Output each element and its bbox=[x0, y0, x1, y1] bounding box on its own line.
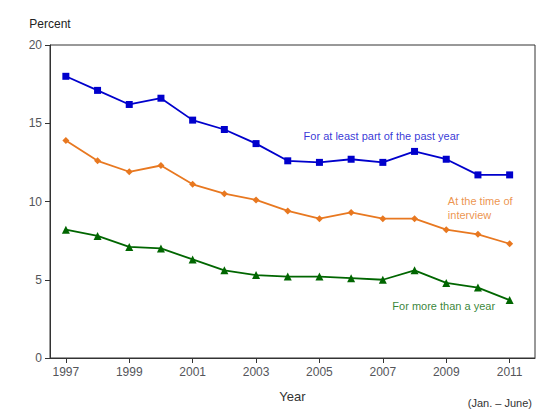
svg-text:Percent: Percent bbox=[29, 17, 71, 31]
svg-text:2009: 2009 bbox=[433, 365, 460, 379]
svg-text:(Jan. – June): (Jan. – June) bbox=[468, 397, 532, 409]
svg-text:2007: 2007 bbox=[369, 365, 396, 379]
svg-text:Year: Year bbox=[279, 389, 306, 404]
svg-text:5: 5 bbox=[35, 273, 42, 287]
svg-text:For at least part of the past: For at least part of the past year bbox=[304, 130, 460, 142]
svg-text:At the time of: At the time of bbox=[448, 195, 514, 207]
svg-text:10: 10 bbox=[29, 195, 43, 209]
svg-text:2011: 2011 bbox=[497, 365, 523, 379]
svg-text:0: 0 bbox=[35, 351, 42, 365]
svg-text:20: 20 bbox=[29, 38, 43, 52]
svg-text:2005: 2005 bbox=[306, 365, 333, 379]
svg-text:interview: interview bbox=[448, 209, 491, 221]
svg-text:1997: 1997 bbox=[52, 365, 79, 379]
svg-text:2001: 2001 bbox=[179, 365, 206, 379]
svg-text:2003: 2003 bbox=[243, 365, 270, 379]
svg-text:1999: 1999 bbox=[116, 365, 143, 379]
svg-text:15: 15 bbox=[29, 116, 43, 130]
svg-text:For more than a year: For more than a year bbox=[392, 300, 495, 312]
